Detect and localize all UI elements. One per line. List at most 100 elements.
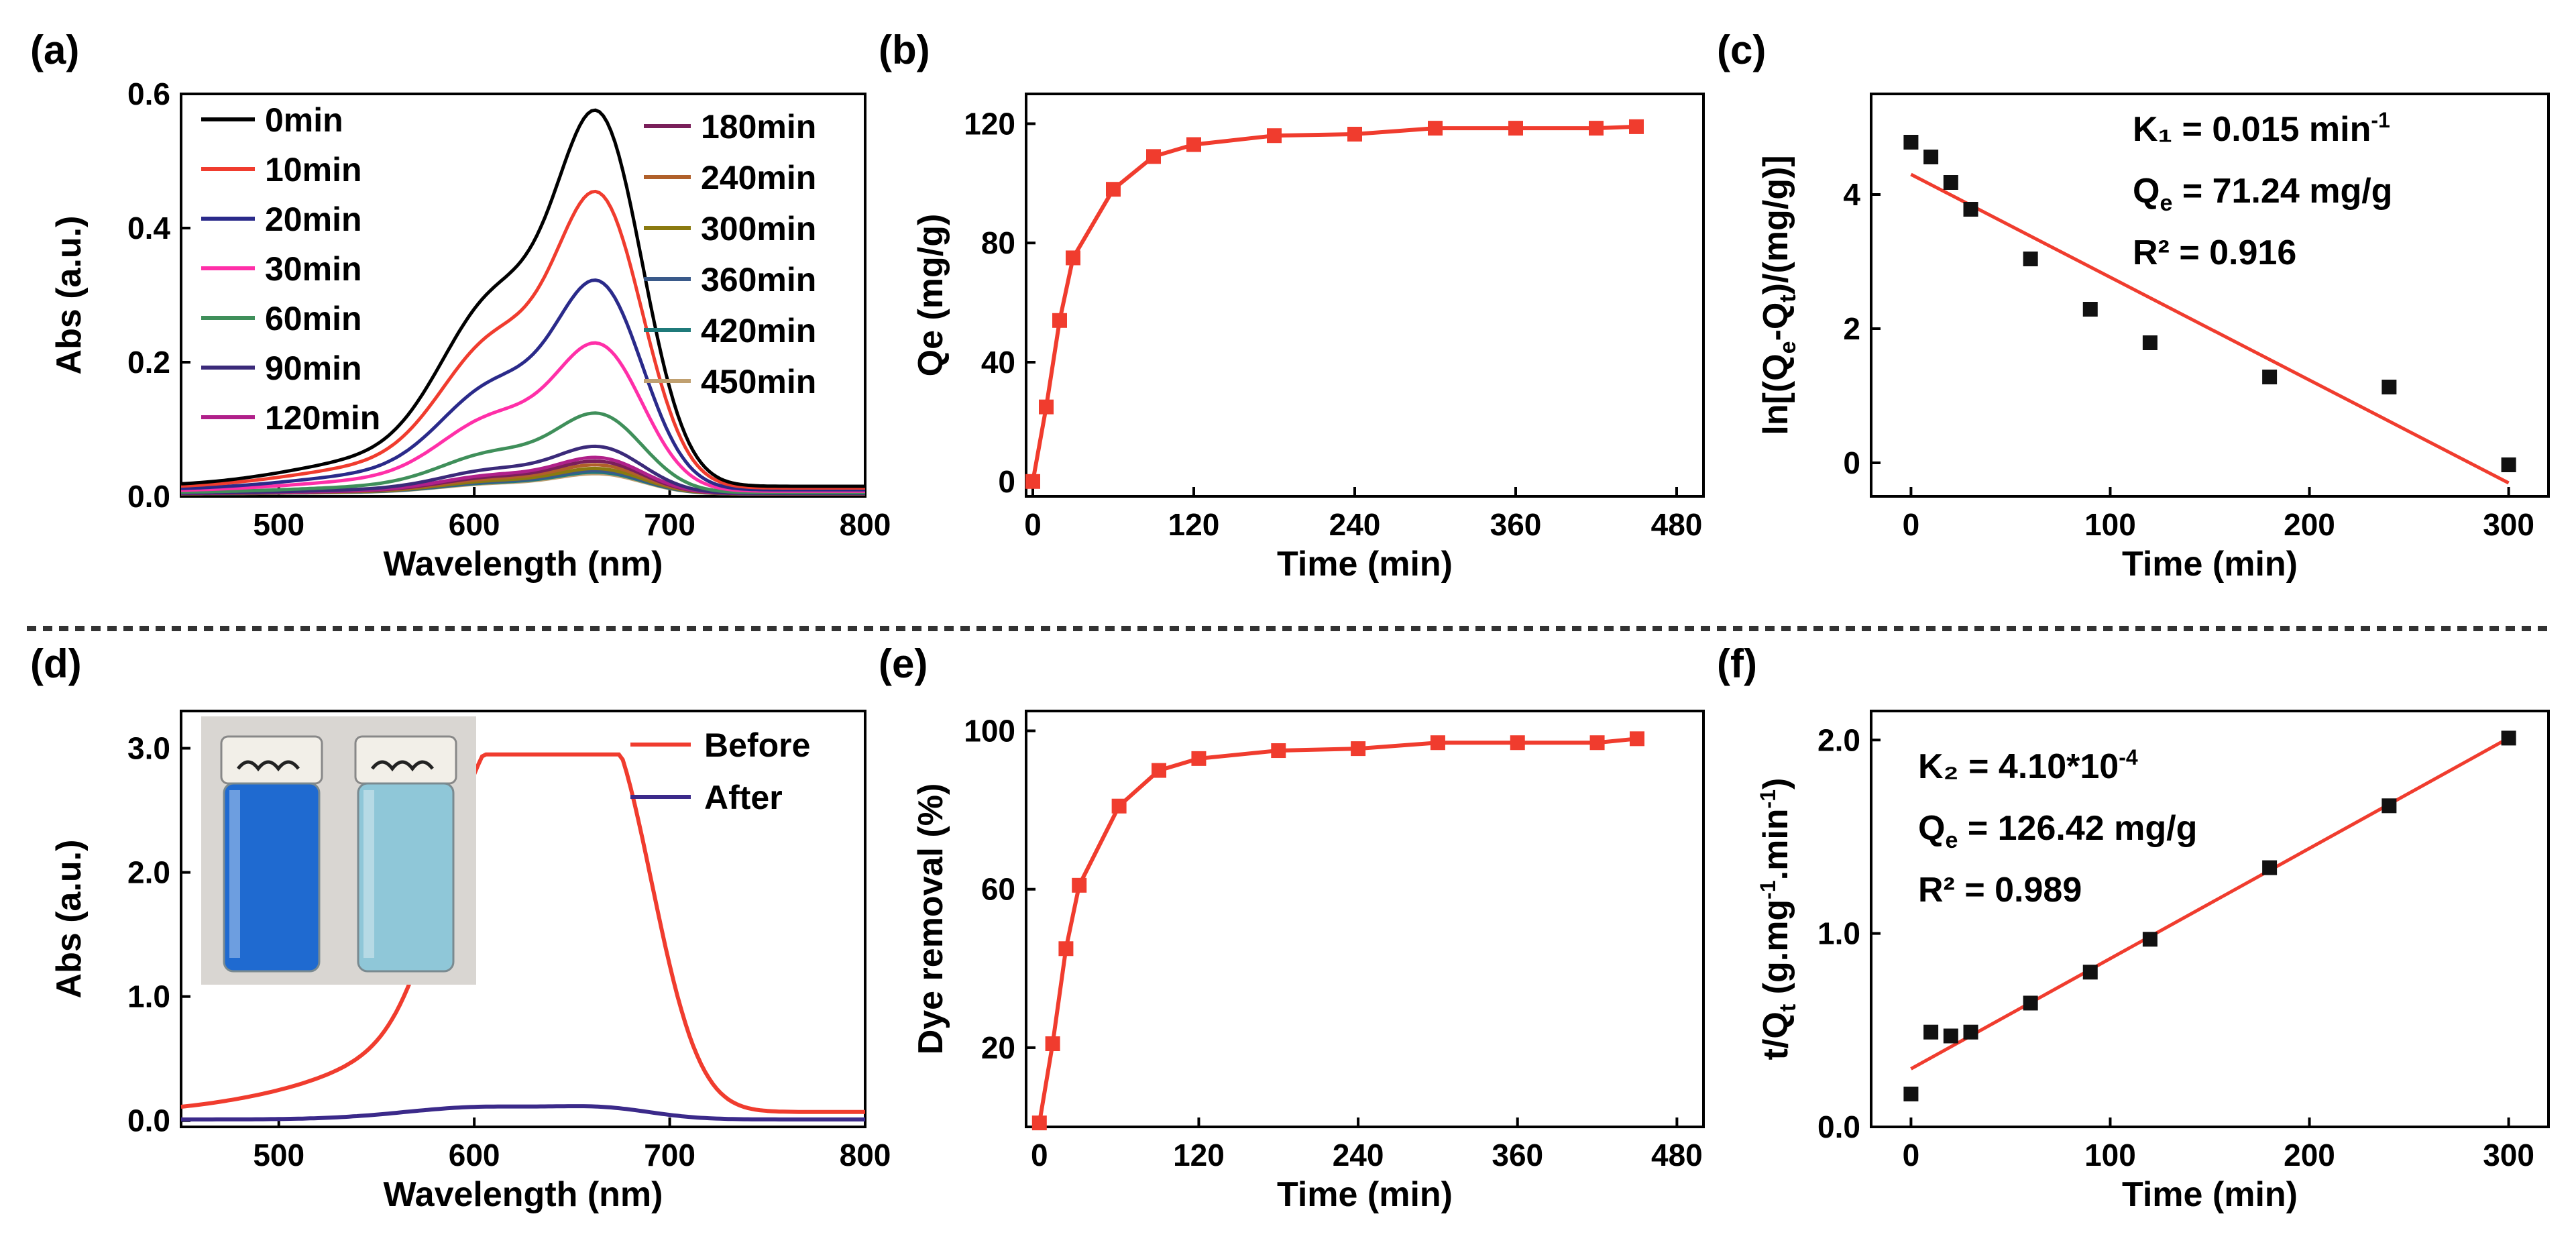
y-axis-title-c-part: t: [1775, 294, 1801, 302]
y-axis-title-f-part: -1: [1756, 789, 1780, 808]
legend-label-before: Before: [704, 726, 810, 764]
x-tick-label-a: 800: [840, 507, 891, 542]
y-tick-label-b: 0: [998, 464, 1015, 499]
x-tick-label-b: 240: [1329, 507, 1381, 542]
annotation-qe-sub-c: e: [2160, 190, 2172, 216]
data-point-b: [1428, 121, 1443, 136]
data-point-f: [2262, 860, 2278, 875]
y-axis-title-f-part: .min: [1756, 808, 1795, 880]
x-tick-label-e: 0: [1031, 1138, 1048, 1172]
panel-label-d: (d): [30, 641, 82, 686]
y-axis-title-f-part: t/Q: [1756, 1012, 1795, 1060]
x-tick-label-f: 300: [2483, 1138, 2534, 1172]
legend-label-20min: 20min: [265, 201, 362, 238]
x-tick-label-f: 200: [2284, 1138, 2335, 1172]
panel-d: (d) 500 600 700 800 0.0 1.0 2.0 3.0 Wavelength (n…: [30, 641, 891, 1214]
x-tick-label-d: 500: [253, 1138, 304, 1172]
legend-label-240min: 240min: [701, 159, 816, 197]
x-tick-label-d: 800: [840, 1138, 891, 1172]
data-point-e: [1271, 743, 1286, 759]
y-tick-label-b: 120: [964, 106, 1015, 141]
data-point-f: [2501, 730, 2516, 746]
legend-label-10min: 10min: [265, 151, 362, 188]
data-point-e: [1351, 741, 1366, 757]
panel-a: (a) 500 600 700 800 0.0 0.2 0.4 0.6 Wavelength (n…: [30, 28, 891, 584]
data-point-c: [1903, 135, 1919, 150]
data-point-e: [1111, 798, 1127, 814]
legend-label-60min: 60min: [265, 300, 362, 337]
jar-before-highlight: [229, 790, 240, 958]
x-tick-label-f: 0: [1903, 1138, 1920, 1172]
plot-frame-b: [1025, 93, 1705, 498]
data-point-c: [2023, 252, 2038, 266]
y-tick-label-a: 0.0: [127, 479, 170, 514]
series-line-20min: [180, 278, 865, 492]
plot-frame-d: [180, 710, 866, 1128]
y-tick-label-d: 0.0: [127, 1103, 170, 1138]
data-point-b: [1052, 313, 1067, 328]
x-tick-label-f: 100: [2084, 1138, 2136, 1172]
y-tick-label-a: 0.2: [127, 345, 170, 380]
y-tick-label-b: 40: [981, 345, 1015, 380]
data-point-e: [1031, 1115, 1047, 1131]
panel-label-b: (b): [879, 28, 930, 72]
y-axis-title-d: Abs (a.u.): [50, 840, 89, 999]
data-point-c: [1923, 150, 1939, 164]
panel-f: (f) 0 100 200 300 0.0 1.0 2.0 Time (min) K₂ = 4.1…: [1717, 641, 2550, 1214]
x-tick-label-b: 480: [1651, 507, 1703, 542]
x-axis-title-e: Time (min): [1277, 1175, 1453, 1214]
panel-label-f: (f): [1717, 641, 1757, 686]
y-tick-label-e: 20: [981, 1030, 1015, 1065]
legend-label-300min: 300min: [701, 210, 816, 248]
x-tick-label-a: 700: [644, 507, 695, 542]
y-axis-title-e: Dye removal (%): [911, 783, 950, 1055]
legend-label-360min: 360min: [701, 261, 816, 298]
series-line-b: [1031, 124, 1637, 482]
y-axis-title-c: ln[(Qe-Qt)/(mg/g)]: [1756, 155, 1801, 435]
annotation-qe-prefix-c: Q: [2133, 172, 2160, 211]
y-axis-title-c-part: e: [1775, 341, 1801, 353]
annotation-k-c: K₁ = 0.015 min-1: [2133, 108, 2390, 149]
legend-label-420min: 420min: [701, 312, 816, 349]
data-point-b: [1039, 399, 1054, 415]
photo-inset: [201, 716, 476, 985]
jar-before-label-scribble: [237, 760, 300, 772]
x-axis-title-a: Wavelength (nm): [384, 545, 663, 584]
x-tick-label-c: 0: [1903, 507, 1920, 542]
data-point-b: [1066, 250, 1080, 266]
legend-label-120min: 120min: [265, 399, 380, 437]
y-axis-title-f-part: -1: [1756, 880, 1780, 899]
y-tick-label-d: 1.0: [127, 979, 170, 1014]
jar-before-body: [223, 782, 321, 973]
data-point-b: [1025, 474, 1040, 489]
y-axis-title-f-part: ): [1756, 778, 1795, 789]
y-tick-label-e: 100: [964, 714, 1015, 749]
data-point-f: [1963, 1024, 1978, 1040]
x-tick-label-b: 360: [1490, 507, 1542, 542]
y-tick-label-c: 2: [1843, 311, 1860, 346]
x-axis-title-f: Time (min): [2122, 1175, 2298, 1214]
annotation-qe-value-f: = 126.42 mg/g: [1958, 809, 2197, 848]
legend-label-450min: 450min: [701, 363, 816, 400]
y-tick-label-f: 0.0: [1817, 1109, 1860, 1144]
x-tick-label-a: 600: [449, 507, 500, 542]
data-point-c: [2382, 380, 2397, 394]
data-point-f: [2142, 932, 2158, 947]
y-axis-title-b: Qe (mg/g): [911, 214, 950, 377]
annotation-qe-value-c: = 71.24 mg/g: [2172, 172, 2392, 211]
legend-label-30min: 30min: [265, 250, 362, 288]
x-tick-label-d: 600: [449, 1138, 500, 1172]
x-tick-label-e: 480: [1651, 1138, 1703, 1172]
y-axis-title-a: Abs (a.u.): [50, 216, 89, 375]
data-point-c: [2262, 370, 2278, 384]
jar-after-label-scribble: [371, 760, 434, 772]
data-point-c: [1963, 202, 1978, 217]
jar-after-cap: [354, 735, 457, 785]
annotation-k-f: K₂ = 4.10*10-4: [1918, 745, 2138, 786]
x-axis-title-c: Time (min): [2122, 545, 2298, 584]
annotation-k-sup-f: -4: [2119, 745, 2138, 769]
data-point-b: [1106, 182, 1121, 197]
plot-frame-c: [1870, 93, 2550, 498]
series-line-0min: [180, 108, 865, 488]
